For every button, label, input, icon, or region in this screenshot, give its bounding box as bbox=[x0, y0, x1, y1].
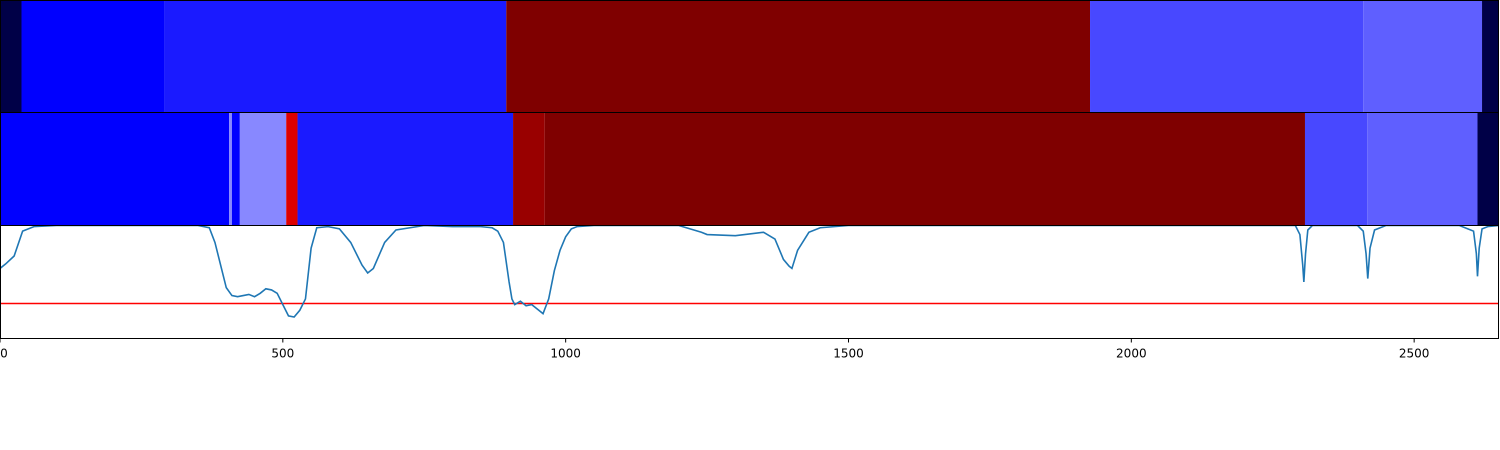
heatmap-segment-6 bbox=[513, 112, 545, 226]
heatmap-segment-6 bbox=[1482, 0, 1499, 113]
heatmap-segment-0 bbox=[0, 0, 22, 113]
heatmap-segment-10 bbox=[1477, 112, 1499, 226]
heatmap-segment-7 bbox=[544, 112, 1305, 226]
heatmap-segment-8 bbox=[1304, 112, 1368, 226]
heatmap-top bbox=[0, 0, 1499, 113]
line-panel bbox=[0, 225, 1499, 339]
heatmap-segment-5 bbox=[297, 112, 514, 226]
heatmap-segment-4 bbox=[1090, 0, 1364, 113]
heatmap-segment-5 bbox=[1363, 0, 1483, 113]
heatmap-middle bbox=[0, 112, 1499, 226]
heatmap-segment-1 bbox=[229, 112, 232, 226]
line-panel-frame bbox=[0, 225, 1499, 339]
series-line bbox=[0, 225, 1499, 318]
heatmap-segment-9 bbox=[1367, 112, 1478, 226]
x-axis: 0 500 1000 1500 2000 2500 bbox=[0, 338, 1430, 361]
x-tick-label-0: 0 bbox=[0, 347, 8, 361]
x-tick-label-2: 1000 bbox=[550, 347, 581, 361]
heatmap-segment-4 bbox=[286, 112, 298, 226]
x-tick-label-4: 2000 bbox=[1116, 347, 1147, 361]
x-tick-label-3: 1500 bbox=[833, 347, 864, 361]
x-tick-label-5: 2500 bbox=[1399, 347, 1430, 361]
heatmap-segment-0 bbox=[0, 112, 230, 226]
x-tick-label-1: 500 bbox=[271, 347, 294, 361]
heatmap-segment-3 bbox=[506, 0, 1091, 113]
heatmap-segment-2 bbox=[164, 0, 507, 113]
heatmap-segment-2 bbox=[231, 112, 240, 226]
heatmap-segment-3 bbox=[239, 112, 287, 226]
heatmap-segment-1 bbox=[21, 0, 165, 113]
